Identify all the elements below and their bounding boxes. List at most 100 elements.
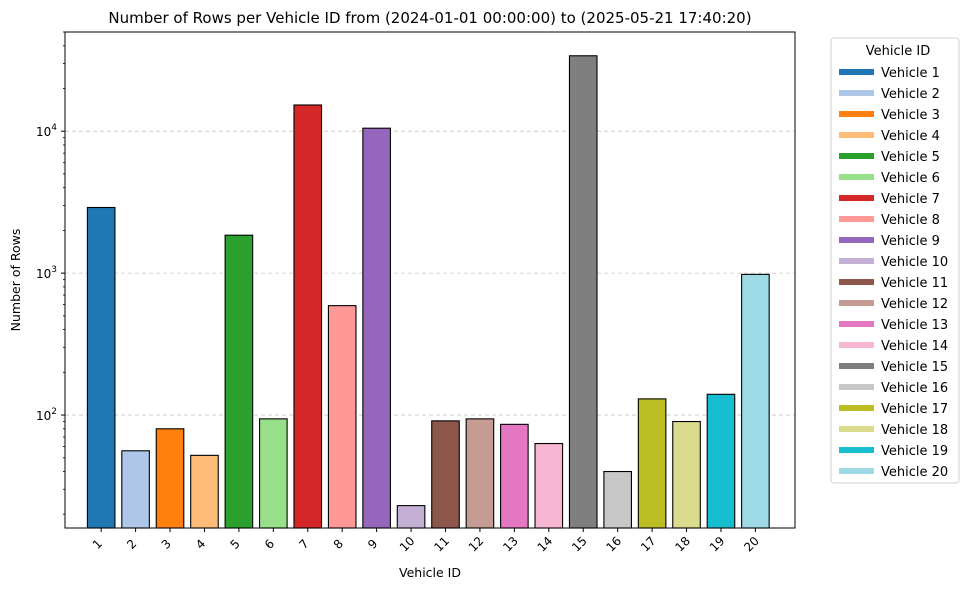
legend-swatch	[839, 237, 874, 243]
y-tick-label: 102	[36, 407, 57, 423]
legend-swatch	[839, 174, 874, 180]
x-tick-label: 8	[331, 537, 346, 552]
legend-entry: Vehicle 1	[881, 66, 940, 81]
x-tick-label: 5	[227, 537, 242, 552]
x-tick-label: 12	[466, 534, 487, 555]
x-tick-label: 16	[603, 534, 624, 555]
y-tick-label-base: 10	[36, 267, 51, 281]
legend-swatch	[839, 384, 874, 390]
bar-vehicle-14	[534, 442, 564, 529]
legend-swatch	[839, 447, 874, 453]
legend-swatch	[839, 363, 874, 369]
y-tick-label-exponent: 4	[51, 123, 57, 133]
legend-swatch	[839, 153, 874, 159]
bar-vehicle-1	[86, 206, 116, 529]
legend-entry: Vehicle 10	[881, 255, 948, 270]
legend-entry: Vehicle 18	[881, 423, 948, 438]
x-axis-label: Vehicle ID	[399, 565, 461, 580]
bar-vehicle-20	[741, 273, 770, 529]
bar-vehicle-3	[155, 428, 185, 529]
bar-vehicle-6	[259, 418, 288, 529]
x-tick-label: 3	[159, 537, 174, 552]
bar-vehicle-2	[121, 450, 150, 529]
legend-entry: Vehicle 20	[881, 465, 948, 480]
y-tick-label-base: 10	[36, 125, 51, 139]
x-axis-ticks: 1 2 3 4 5 6 7 8 9 10 11 12 13 14 15 16 17 18 19 20	[90, 528, 762, 555]
x-tick-label: 14	[535, 534, 556, 555]
legend-entry: Vehicle 19	[881, 444, 948, 459]
legend-entry: Vehicle 3	[881, 108, 940, 123]
bars	[86, 55, 770, 529]
legend-entry: Vehicle 7	[881, 192, 940, 207]
legend-swatch	[839, 300, 874, 306]
x-tick-label: 19	[707, 534, 728, 555]
legend-swatch	[839, 195, 874, 201]
x-tick-label: 13	[500, 534, 521, 555]
legend-swatch	[839, 342, 874, 348]
legend-items: Vehicle 1 Vehicle 2 Vehicle 3 Vehicle 4 Vehi…	[839, 66, 948, 480]
x-tick-label: 18	[672, 534, 693, 555]
bar-vehicle-11	[431, 420, 460, 529]
legend-swatch	[839, 279, 874, 285]
bar-vehicle-5	[224, 234, 254, 529]
legend-swatch	[839, 132, 874, 138]
x-tick-label: 9	[365, 537, 380, 552]
bar-vehicle-9	[362, 127, 391, 529]
y-tick-label-exponent: 2	[51, 407, 57, 417]
bar-vehicle-13	[500, 423, 529, 529]
grid-lines	[65, 130, 795, 416]
legend-title: Vehicle ID	[866, 44, 930, 59]
bar-vehicle-8	[327, 305, 357, 529]
bar-vehicle-12	[465, 418, 495, 529]
x-tick-label: 1	[90, 537, 105, 552]
x-tick-label: 6	[262, 537, 277, 552]
legend-swatch	[839, 258, 874, 264]
bar-vehicle-15	[568, 55, 598, 529]
legend-swatch	[839, 405, 874, 411]
bar-vehicle-18	[672, 420, 701, 529]
legend-frame	[830, 37, 960, 484]
x-tick-label: 10	[397, 534, 418, 555]
x-tick-label: 20	[741, 534, 762, 555]
legend-swatch	[839, 216, 874, 222]
y-tick-label: 103	[36, 265, 57, 281]
x-tick-label: 2	[124, 537, 139, 552]
y-tick-label-exponent: 3	[51, 265, 57, 275]
legend-swatch	[839, 90, 874, 96]
bar-vehicle-16	[603, 470, 632, 529]
chart-title: Number of Rows per Vehicle ID from (2024…	[108, 9, 751, 27]
bar-vehicle-10	[396, 505, 426, 529]
legend-swatch	[839, 69, 874, 75]
legend-entry: Vehicle 6	[881, 171, 940, 186]
bar-vehicle-17	[637, 398, 667, 529]
legend-entry: Vehicle 14	[881, 339, 948, 354]
legend-swatch	[839, 321, 874, 327]
bar-vehicle-19	[706, 393, 736, 529]
y-tick-label-base: 10	[36, 409, 51, 423]
x-tick-label: 17	[638, 534, 659, 555]
x-tick-label: 4	[193, 537, 208, 552]
legend-swatch	[839, 111, 874, 117]
legend-entry: Vehicle 8	[881, 213, 940, 228]
legend-entry: Vehicle 13	[881, 318, 948, 333]
x-tick-label: 11	[431, 534, 452, 555]
legend-entry: Vehicle 16	[881, 381, 948, 396]
legend-entry: Vehicle 9	[881, 234, 940, 249]
legend-entry: Vehicle 4	[881, 129, 940, 144]
bar-vehicle-4	[190, 454, 219, 529]
x-tick-label: 15	[569, 534, 590, 555]
y-axis-label: Number of Rows	[8, 229, 23, 332]
legend-entry: Vehicle 2	[881, 87, 940, 102]
legend-entry: Vehicle 11	[881, 276, 948, 291]
legend-entry: Vehicle 17	[881, 402, 948, 417]
x-tick-label: 7	[296, 537, 311, 552]
y-tick-label: 104	[36, 123, 57, 139]
legend-entry: Vehicle 12	[881, 297, 948, 312]
legend-entry: Vehicle 15	[881, 360, 948, 375]
bar-vehicle-7	[293, 104, 323, 529]
legend-entry: Vehicle 5	[881, 150, 940, 165]
legend-swatch	[839, 426, 874, 432]
